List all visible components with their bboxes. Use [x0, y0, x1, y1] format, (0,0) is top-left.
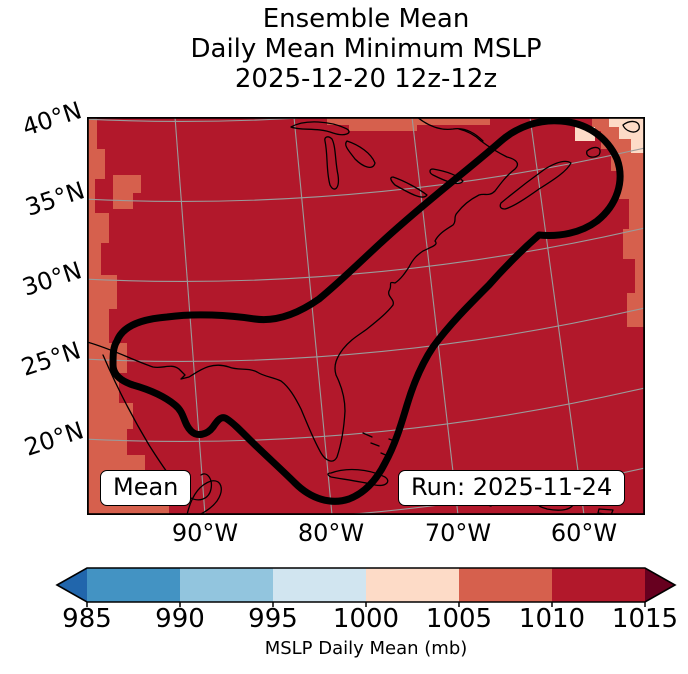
- lat-label-35n: 35°N: [21, 176, 89, 222]
- lon-label-60w: 60°W: [550, 519, 618, 547]
- lat-label-20n: 20°N: [20, 416, 88, 462]
- colorbar-segment-995-1000: [273, 568, 366, 602]
- colorbar-segment-1010-1015: [552, 568, 645, 602]
- cbar-tick-985: 985: [62, 604, 112, 634]
- colorbar-over-arrow: [645, 568, 675, 602]
- run-date-badge: Run: 2025-11-24: [398, 470, 626, 506]
- cbar-tick-1005: 1005: [425, 604, 493, 634]
- colorbar: [55, 567, 677, 607]
- lon-label-80w: 80°W: [297, 519, 365, 547]
- cbar-tick-1010: 1010: [518, 604, 586, 634]
- map-canvas: [87, 117, 645, 515]
- cbar-tick-990: 990: [155, 604, 205, 634]
- stat-badge: Mean: [100, 470, 192, 506]
- title: Ensemble Mean Daily Mean Minimum MSLP 20…: [87, 4, 645, 94]
- colorbar-axis-label: MSLP Daily Mean (mb): [264, 638, 468, 659]
- map-border: [87, 117, 645, 515]
- pressure-fill-light: [87, 117, 645, 515]
- cbar-tick-1015: 1015: [611, 604, 679, 634]
- lat-label-40n: 40°N: [18, 96, 86, 142]
- title-line-3: 2025-12-20 12z-12z: [234, 64, 498, 94]
- graticule: [87, 117, 645, 515]
- lon-label-90w: 90°W: [171, 519, 239, 547]
- lat-label-25n: 25°N: [17, 336, 85, 382]
- lon-label-70w: 70°W: [424, 519, 492, 547]
- lat-label-30n: 30°N: [18, 256, 86, 302]
- title-line-1: Ensemble Mean: [262, 4, 470, 34]
- colorbar-segment-990-995: [180, 568, 273, 602]
- title-line-2: Daily Mean Minimum MSLP: [190, 34, 542, 64]
- region-outline-contour: [109, 117, 624, 505]
- colorbar-segment-985-990: [87, 568, 180, 602]
- colorbar-under-arrow: [57, 568, 87, 602]
- colorbar-segment-1000-1005: [366, 568, 459, 602]
- cbar-tick-995: 995: [248, 604, 298, 634]
- colorbar-ticks: [86, 602, 646, 607]
- cbar-tick-1000: 1000: [332, 604, 400, 634]
- colorbar-segment-1005-1010: [459, 568, 552, 602]
